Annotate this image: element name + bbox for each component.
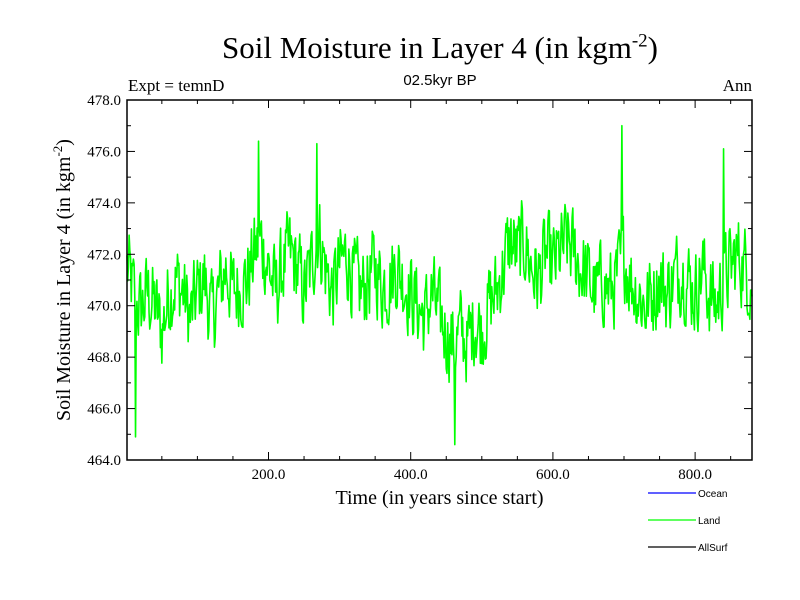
legend-label-land: Land: [698, 516, 720, 527]
y-tick-label: 474.0: [87, 196, 121, 212]
y-tick-label: 468.0: [87, 350, 121, 366]
x-tick-label: 800.0: [678, 467, 712, 483]
y-tick-label: 464.0: [87, 453, 121, 469]
x-tick-label: 400.0: [394, 467, 428, 483]
legend-label-allsurf: AllSurf: [698, 543, 728, 554]
y-tick-label: 476.0: [87, 144, 121, 160]
series-layer: [126, 124, 753, 446]
series-line-land: [126, 124, 753, 446]
y-tick-label: 478.0: [87, 93, 121, 109]
y-axis: 464.0 466.0 468.0 470.0 472.0 474.0 476.0 478.0: [87, 93, 752, 469]
x-axis: 200.0 400.0 600.0 800.0: [161, 100, 732, 483]
chart-title: Soil Moisture in Layer 4 (in kgm-2): [222, 30, 658, 65]
season-label: Ann: [722, 76, 752, 95]
experiment-label: Expt = temnD: [128, 76, 225, 95]
y-tick-label: 466.0: [87, 402, 121, 418]
x-axis-label: Time (in years since start): [335, 487, 543, 509]
chart-subtitle: 02.5kyr BP: [403, 72, 477, 89]
y-axis-label: Soil Moisture in Layer 4 (in kgm-2): [50, 139, 75, 421]
y-tick-label: 470.0: [87, 299, 121, 315]
legend: Ocean Land AllSurf: [648, 489, 728, 554]
x-tick-label: 200.0: [252, 467, 286, 483]
legend-label-ocean: Ocean: [698, 489, 727, 500]
x-tick-label: 600.0: [536, 467, 570, 483]
y-tick-label: 472.0: [87, 247, 121, 263]
